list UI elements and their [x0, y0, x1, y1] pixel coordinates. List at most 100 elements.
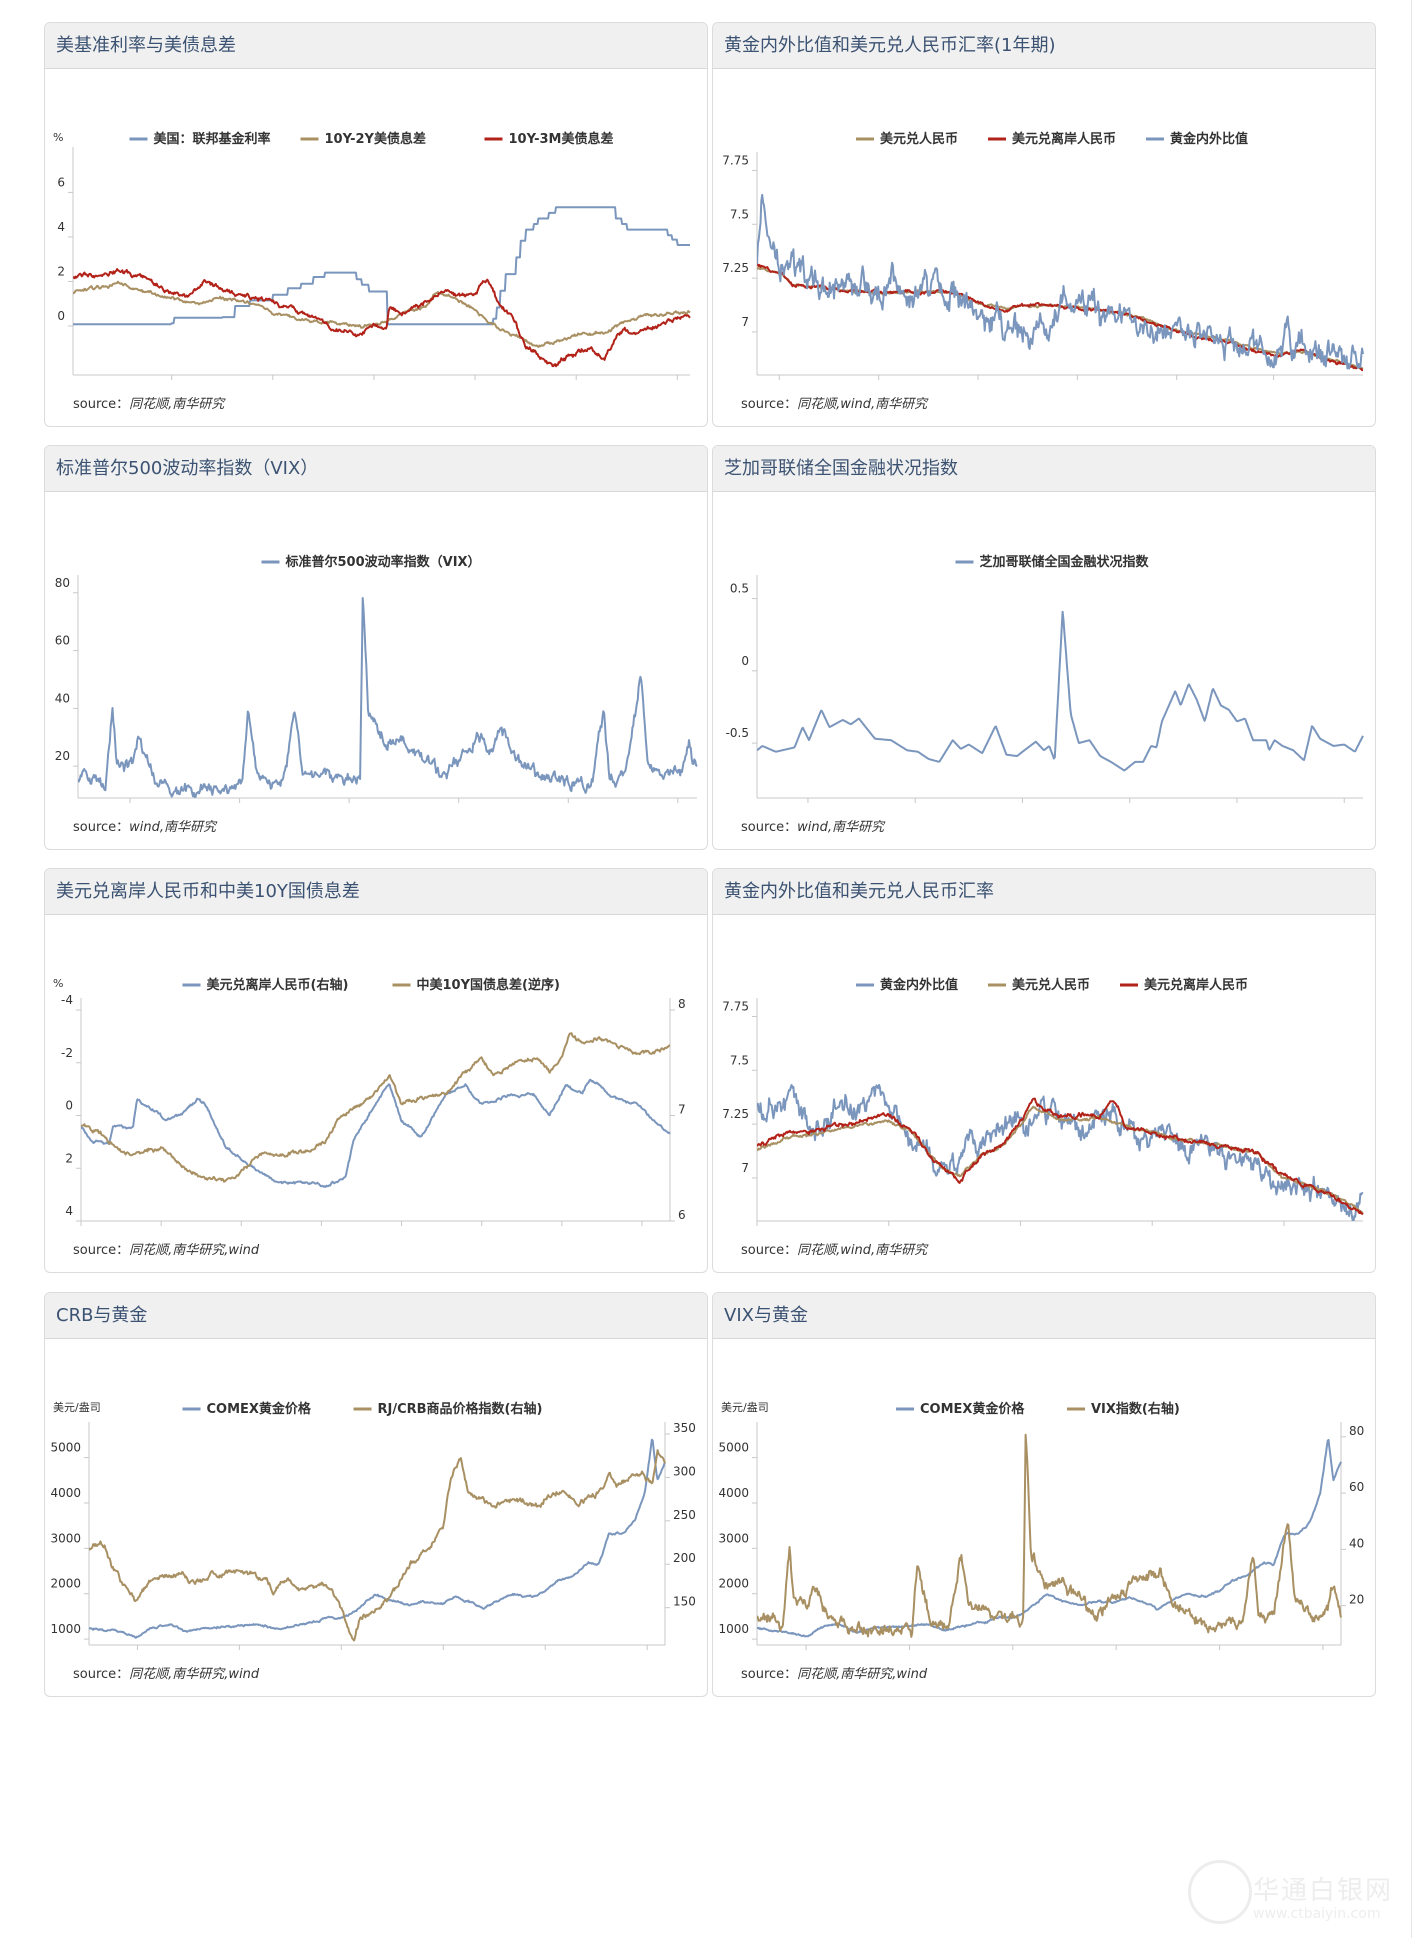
- plot-area: [81, 1032, 671, 1188]
- legend-label: 芝加哥联储全国金融状况指数: [980, 554, 1150, 570]
- chart-panel-fed-rate-spread: 美基准利率与美债息差 024615/1217/1219/1221/1223/12…: [44, 22, 708, 427]
- chart-title: 美基准利率与美债息差: [45, 23, 707, 69]
- y-tick-label: 60: [55, 634, 70, 648]
- y-tick-label: 3000: [50, 1531, 81, 1545]
- legend-label: 黄金内外比值: [1170, 131, 1248, 147]
- chart-title: 标准普尔500波动率指数（VIX）: [45, 446, 707, 492]
- y-tick-label: 7: [741, 1161, 749, 1175]
- y-tick-label: 80: [55, 576, 70, 590]
- legend-item[interactable]: 美元兑离岸人民币(右轴): [182, 977, 349, 993]
- source-note: source：同花顺,南华研究,wind: [73, 1663, 259, 1682]
- legend-item[interactable]: 美元兑人民币: [856, 131, 958, 147]
- legend-item[interactable]: 标准普尔500波动率指数（VIX）: [261, 554, 481, 570]
- source-note: source：同花顺,南华研究,wind: [73, 1239, 259, 1258]
- legend-item[interactable]: 10Y-3M美债息差: [484, 131, 614, 147]
- legend-item[interactable]: 黄金内外比值: [1146, 131, 1248, 147]
- chart-title: CRB与黄金: [45, 1293, 707, 1339]
- y-tick-label: 2: [65, 1151, 73, 1165]
- y-unit-label: %: [53, 977, 63, 990]
- chart-title: 美元兑离岸人民币和中美10Y国债息差: [45, 869, 707, 915]
- source-value: 同花顺,南华研究,wind: [797, 1667, 928, 1682]
- series-line: [757, 263, 1364, 372]
- y-tick-label: 2000: [50, 1577, 81, 1591]
- y-tick-label: 3000: [718, 1531, 749, 1545]
- legend-label: 中美10Y国债息差(逆序): [417, 977, 560, 993]
- source-label: source：: [73, 1243, 130, 1258]
- chart-title: 芝加哥联储全国金融状况指数: [713, 446, 1375, 492]
- y-tick-label: 7.25: [722, 1107, 749, 1121]
- chart-svg: -0.500.515/1217/1219/1221/1223/1225/12芝加…: [726, 554, 1364, 803]
- legend-label: 美元兑离岸人民币: [1012, 131, 1116, 147]
- legend-item[interactable]: COMEX黄金价格: [896, 1401, 1025, 1417]
- legend-item[interactable]: 美国：联邦基金利率: [129, 131, 271, 147]
- y-right-tick-label: 150: [673, 1595, 696, 1609]
- legend-item[interactable]: 黄金内外比值: [856, 977, 958, 993]
- legend-label: RJ/CRB商品价格指数(右轴): [378, 1401, 543, 1417]
- legend-item[interactable]: RJ/CRB商品价格指数(右轴): [353, 1401, 543, 1417]
- legend-item[interactable]: 美元兑离岸人民币: [988, 131, 1116, 147]
- series-line: [89, 1449, 666, 1642]
- source-note: source：同花顺,南华研究: [73, 393, 224, 412]
- watermark-logo-icon: [1188, 1860, 1252, 1924]
- legend-label: 黄金内外比值: [880, 977, 958, 993]
- legend-item[interactable]: 芝加哥联储全国金融状况指数: [955, 554, 1150, 570]
- legend-item[interactable]: 美元兑离岸人民币: [1120, 977, 1248, 993]
- y-right-tick-label: 8: [678, 997, 686, 1011]
- legend-item[interactable]: 10Y-2Y美债息差: [300, 131, 426, 147]
- legend-item[interactable]: 中美10Y国债息差(逆序): [392, 977, 560, 993]
- watermark-name: 华通白银网: [1253, 1876, 1394, 1906]
- y-tick-label: 5000: [718, 1441, 749, 1455]
- chart-title: VIX与黄金: [713, 1293, 1375, 1339]
- y-tick-label: 4: [57, 220, 65, 234]
- source-note: source：wind,南华研究: [73, 816, 216, 835]
- legend-item[interactable]: VIX指数(右轴): [1067, 1401, 1180, 1417]
- y-tick-label: -0.5: [726, 726, 749, 740]
- plot-area: [73, 206, 691, 368]
- y-right-tick-label: 20: [1349, 1593, 1364, 1607]
- chart-svg: -4-202467818/1219/1220/1221/1222/1223/12…: [53, 977, 686, 1226]
- chart-panel-vix-gold: VIX与黄金 100020003000400050002040608015/12…: [712, 1292, 1376, 1697]
- source-value: 同花顺,南华研究,wind: [129, 1667, 260, 1682]
- y-tick-label: 7.75: [722, 999, 749, 1013]
- page-scrollbar-edge: [1411, 0, 1412, 1938]
- y-tick-label: 20: [55, 749, 70, 763]
- y-tick-label: 5000: [50, 1441, 81, 1455]
- source-label: source：: [741, 1667, 798, 1682]
- y-tick-label: 0: [57, 309, 65, 323]
- legend-label: 美元兑人民币: [1012, 977, 1090, 993]
- legend-label: COMEX黄金价格: [207, 1401, 312, 1417]
- chart-panel-cnh-cn-us-spread: 美元兑离岸人民币和中美10Y国债息差 -4-202467818/1219/122…: [44, 868, 708, 1273]
- series-line: [757, 266, 1364, 370]
- y-tick-label: 2: [57, 264, 65, 278]
- legend-label: VIX指数(右轴): [1091, 1401, 1180, 1417]
- y-tick-label: 1000: [50, 1622, 81, 1636]
- legend-item[interactable]: COMEX黄金价格: [182, 1401, 312, 1417]
- series-line: [757, 610, 1364, 772]
- chart-svg: 2040608015/1217/1219/1221/1223/1225/12标准…: [55, 554, 698, 803]
- y-tick-label: 4000: [50, 1486, 81, 1500]
- legend-label: 10Y-2Y美债息差: [325, 131, 426, 147]
- chart-svg: 1000200030004000500015020025030035015/12…: [50, 1400, 696, 1650]
- y-right-tick-label: 80: [1349, 1424, 1364, 1438]
- legend-label: 美国：联邦基金利率: [154, 131, 271, 147]
- y-tick-label: 4: [65, 1204, 73, 1218]
- y-tick-label: 6: [57, 175, 65, 189]
- y-tick-label: 2000: [718, 1577, 749, 1591]
- series-line: [73, 268, 691, 368]
- source-label: source：: [73, 397, 130, 412]
- source-label: source：: [73, 820, 130, 835]
- series-line: [757, 1097, 1364, 1216]
- series-line: [757, 193, 1364, 370]
- series-line: [73, 280, 691, 348]
- chart-panel-gold-ratio-cny: 黄金内外比值和美元兑人民币汇率 77.257.57.7523/1224/0624…: [712, 868, 1376, 1273]
- plot-area: [78, 597, 698, 798]
- legend-item[interactable]: 美元兑人民币: [988, 977, 1090, 993]
- plot-area: [757, 1433, 1342, 1638]
- source-value: 同花顺,南华研究: [129, 397, 225, 412]
- y-tick-label: 0: [741, 654, 749, 668]
- plot-area: [757, 193, 1364, 372]
- chart-panel-gold-ratio-cny-1y: 黄金内外比值和美元兑人民币汇率(1年期) 77.257.57.7525/0425…: [712, 22, 1376, 427]
- plot-area: [757, 1083, 1364, 1221]
- series-line: [81, 1078, 671, 1188]
- y-right-tick-label: 200: [673, 1551, 696, 1565]
